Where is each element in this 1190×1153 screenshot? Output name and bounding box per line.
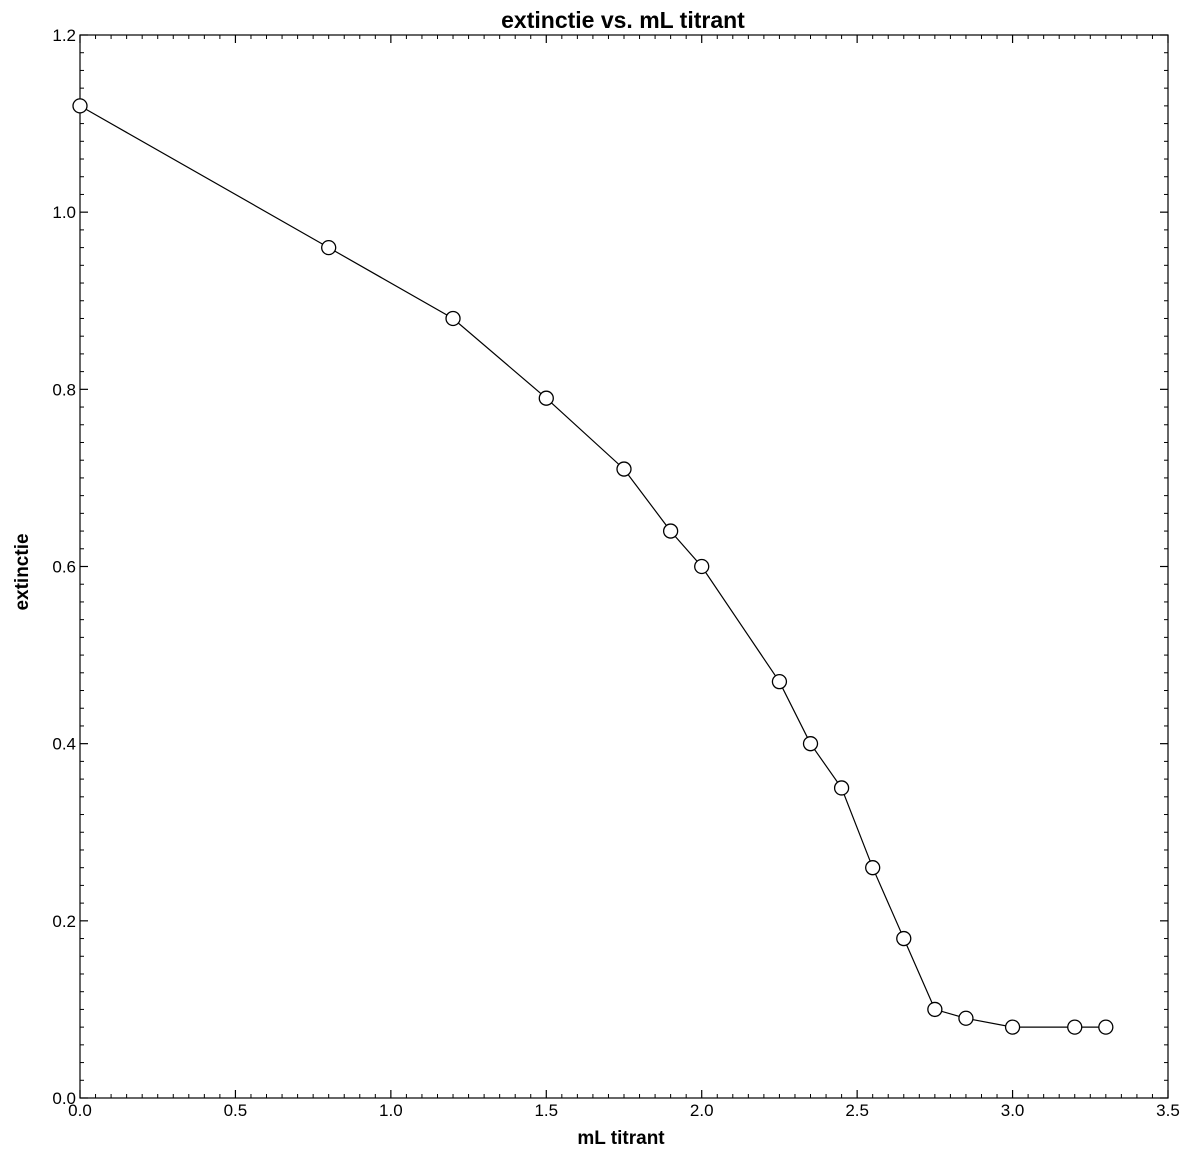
x-axis-label: mL titrant [577, 1128, 665, 1148]
x-tick-label: 3.0 [1001, 1101, 1025, 1120]
x-tick-label: 1.0 [379, 1101, 403, 1120]
y-axis: 0.0 0.2 0.4 0.6 0.8 1.0 1.2 [52, 26, 1168, 1108]
data-point [662, 523, 679, 539]
data-point [1004, 1019, 1021, 1035]
data-point [896, 930, 912, 947]
data-point [1067, 1019, 1083, 1035]
data-point [616, 461, 632, 477]
data-point [865, 860, 881, 876]
y-tick-label: 1.2 [52, 26, 76, 45]
data-point [771, 674, 788, 690]
data-point [694, 558, 710, 575]
data-point [538, 390, 554, 406]
x-tick-label: 2.0 [690, 1101, 714, 1120]
minor-ticks [80, 35, 1168, 1098]
x-tick-label: 2.5 [845, 1101, 869, 1120]
plot-frame [79, 34, 1169, 1099]
x-tick-label: 0.0 [68, 1101, 92, 1120]
data-point [445, 310, 461, 327]
x-axis: 0.0 0.5 1.0 1.5 2.0 2.5 3.0 3.5 [68, 35, 1180, 1120]
data-point [1098, 1019, 1114, 1035]
data-point [958, 1010, 974, 1026]
y-axis-label: extinctie [12, 533, 33, 610]
y-tick-label: 0.8 [52, 380, 76, 399]
data-point [802, 736, 819, 752]
chart-title: extinctie vs. mL titrant [501, 7, 745, 33]
y-tick-label: 0.0 [52, 1089, 76, 1108]
data-point [833, 780, 850, 796]
y-tick-label: 0.2 [52, 912, 76, 931]
y-tick-label: 0.6 [52, 558, 76, 577]
x-tick-label: 1.5 [534, 1101, 558, 1120]
y-tick-label: 1.0 [52, 203, 76, 222]
data-point [321, 239, 337, 256]
x-tick-label: 3.5 [1156, 1101, 1180, 1120]
x-tick-label: 0.5 [224, 1101, 248, 1120]
y-tick-label: 0.4 [52, 735, 76, 754]
data-markers [72, 98, 1114, 1035]
data-point [927, 1001, 943, 1018]
data-point [72, 98, 88, 114]
